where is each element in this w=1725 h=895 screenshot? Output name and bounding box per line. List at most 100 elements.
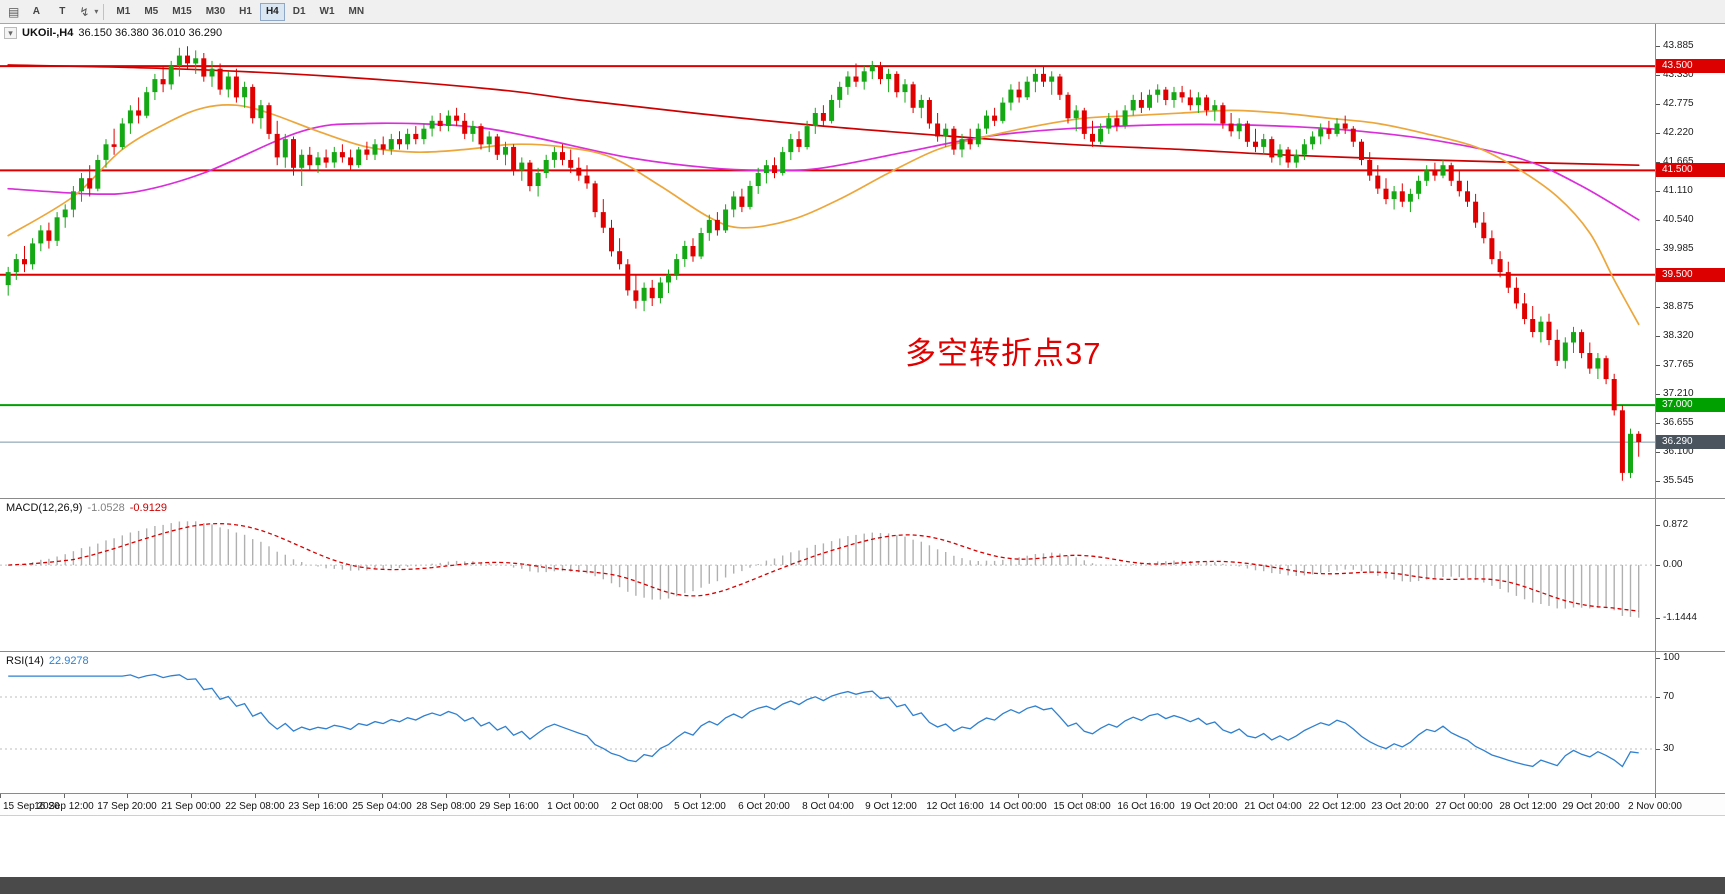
time-axis-label: 5 Oct 12:00 xyxy=(674,801,726,812)
time-axis-label: 2 Oct 08:00 xyxy=(611,801,663,812)
time-axis-label: 16 Sep 12:00 xyxy=(34,801,94,812)
axis-tick xyxy=(1656,658,1660,659)
time-axis-label: 2 Nov 00:00 xyxy=(1628,801,1682,812)
rsi-panel: RSI(14) 22.9278 100 70 30 xyxy=(0,652,1725,794)
bottom-whitespace xyxy=(0,816,1725,877)
price-level-badge: 43.500 xyxy=(1656,59,1725,73)
time-axis-label: 21 Oct 04:00 xyxy=(1244,801,1302,812)
time-tick xyxy=(573,794,574,798)
timeframe-m1[interactable]: M1 xyxy=(116,6,131,17)
timeframe-m30[interactable]: M30 xyxy=(205,6,226,17)
timeframe-w1[interactable]: W1 xyxy=(319,6,335,17)
price-axis-label: 36.655 xyxy=(1663,417,1694,428)
time-tick xyxy=(1591,794,1592,798)
price-axis[interactable]: 43.885 43.330 42.775 42.220 41.665 41.110 40.5… xyxy=(1655,24,1725,498)
time-axis-label: 6 Oct 20:00 xyxy=(738,801,790,812)
price-level-badge: 36.290 xyxy=(1656,435,1725,449)
chart-annotation: 多空转折点37 xyxy=(905,336,1102,371)
rsi-label: RSI(14) 22.9278 xyxy=(6,655,89,667)
time-tick xyxy=(828,794,829,798)
axis-tick xyxy=(1656,104,1660,105)
time-axis-label: 17 Sep 20:00 xyxy=(97,801,157,812)
time-tick xyxy=(1400,794,1401,798)
collapse-chart-icon[interactable]: ▾ xyxy=(4,27,17,39)
axis-tick xyxy=(1656,565,1660,566)
axis-tick xyxy=(1656,307,1660,308)
time-tick xyxy=(318,794,319,798)
axis-tick xyxy=(1656,336,1660,337)
price-axis-label: 41.665 xyxy=(1663,156,1694,167)
time-tick xyxy=(955,794,956,798)
rsi-axis-label: 30 xyxy=(1663,743,1675,754)
time-axis[interactable]: 15 Sep 2020 16 Sep 12:00 17 Sep 20:00 21 Se… xyxy=(0,794,1725,816)
time-tick xyxy=(1018,794,1019,798)
axis-tick xyxy=(1656,697,1660,698)
price-chart[interactable]: ▾ UKOil-,H4 36.150 36.380 36.010 36.290 … xyxy=(0,24,1655,498)
time-axis-label: 15 Oct 08:00 xyxy=(1053,801,1111,812)
axis-tick xyxy=(1656,525,1660,526)
price-axis-label: 43.330 xyxy=(1663,69,1694,80)
ohlc-readout: 36.150 36.380 36.010 36.290 xyxy=(78,27,223,39)
price-axis-label: 41.110 xyxy=(1663,185,1693,196)
rsi-value: 22.9278 xyxy=(48,655,89,667)
price-axis-label: 39.985 xyxy=(1663,243,1694,254)
time-axis-label: 21 Sep 00:00 xyxy=(161,801,221,812)
macd-axis-label: 0.00 xyxy=(1663,559,1683,570)
price-level-badge: 39.500 xyxy=(1656,268,1725,282)
price-axis-label: 37.765 xyxy=(1663,359,1694,370)
toolbar-separator xyxy=(103,3,105,20)
symbol-header: ▾ UKOil-,H4 36.150 36.380 36.010 36.290 xyxy=(4,27,222,39)
timeframe-h4[interactable]: H4 xyxy=(259,2,285,21)
time-axis-label: 28 Oct 12:00 xyxy=(1499,801,1557,812)
timeframe-d1[interactable]: D1 xyxy=(292,6,306,17)
time-tick xyxy=(637,794,638,798)
time-axis-label: 23 Sep 16:00 xyxy=(288,801,348,812)
timeframe-m5[interactable]: M5 xyxy=(144,6,159,17)
time-tick xyxy=(1273,794,1274,798)
time-axis-label: 16 Oct 16:00 xyxy=(1117,801,1175,812)
axis-tick xyxy=(1656,481,1660,482)
price-axis-label: 38.875 xyxy=(1663,301,1694,312)
annotation-a-tool[interactable]: A xyxy=(32,6,40,17)
toolbar: ▤ A T ↯ ▾ M1 M5 M15 M30 H1 H4 D1 W1 MN xyxy=(0,0,1725,24)
chart-list-icon[interactable]: ▤ xyxy=(8,4,20,19)
text-tool[interactable]: T xyxy=(59,6,66,17)
time-axis-label: 22 Oct 12:00 xyxy=(1308,801,1366,812)
time-tick xyxy=(700,794,701,798)
axis-tick xyxy=(1656,423,1660,424)
macd-axis-label: -1.1444 xyxy=(1663,612,1697,623)
price-axis-label: 40.540 xyxy=(1663,214,1694,225)
axis-tick xyxy=(1656,452,1660,453)
timeframe-mn[interactable]: MN xyxy=(348,6,365,17)
time-tick xyxy=(382,794,383,798)
axis-tick xyxy=(1656,220,1660,221)
price-axis-label: 42.775 xyxy=(1663,98,1694,109)
indicator-tool[interactable]: ↯ xyxy=(79,4,90,19)
price-level-badge: 37.000 xyxy=(1656,398,1725,412)
rsi-plot[interactable]: RSI(14) 22.9278 xyxy=(0,652,1655,793)
time-tick xyxy=(509,794,510,798)
timeframe-h1[interactable]: H1 xyxy=(239,6,252,17)
macd-canvas xyxy=(0,521,1655,618)
macd-plot[interactable]: MACD(12,26,9) -1.0528 -0.9129 xyxy=(0,499,1655,651)
time-tick xyxy=(1337,794,1338,798)
time-tick xyxy=(1464,794,1465,798)
time-tick xyxy=(64,794,65,798)
price-axis-label: 43.885 xyxy=(1663,40,1694,51)
time-tick xyxy=(1655,794,1656,798)
timeframe-m15[interactable]: M15 xyxy=(172,6,192,17)
time-tick xyxy=(255,794,256,798)
macd-signal-value: -0.9129 xyxy=(129,502,168,514)
macd-panel: MACD(12,26,9) -1.0528 -0.9129 0.872 0.00 -… xyxy=(0,499,1725,652)
rsi-axis[interactable]: 100 70 30 xyxy=(1655,652,1725,793)
macd-axis[interactable]: 0.872 0.00 -1.1444 xyxy=(1655,499,1725,651)
rsi-axis-label: 100 xyxy=(1663,652,1680,663)
axis-tick xyxy=(1656,162,1660,163)
price-axis-label: 35.545 xyxy=(1663,475,1694,486)
axis-tick xyxy=(1656,46,1660,47)
macd-label: MACD(12,26,9) -1.0528 -0.9129 xyxy=(6,502,168,514)
horizontal-scrollbar[interactable] xyxy=(0,877,1725,894)
time-axis-label: 28 Sep 08:00 xyxy=(416,801,476,812)
axis-tick xyxy=(1656,618,1660,619)
symbol-name: UKOil-,H4 xyxy=(22,27,74,39)
